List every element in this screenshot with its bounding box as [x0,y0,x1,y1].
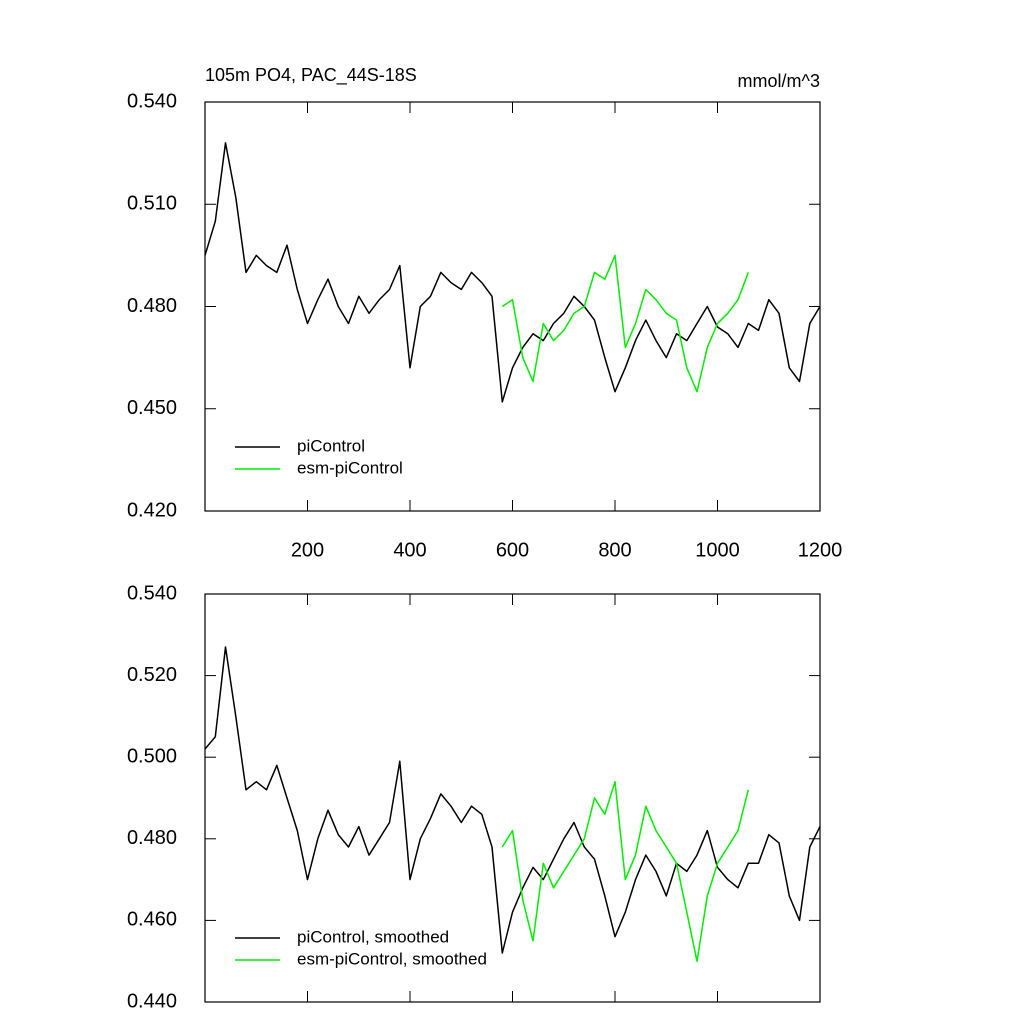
x-tick-label: 1000 [695,539,740,561]
y-tick-label: 0.420 [127,499,177,521]
y-tick-label: 0.510 [127,193,177,215]
y-tick-label: 0.450 [127,397,177,419]
legend-label: esm-piControl, smoothed [297,949,487,968]
units-label: mmol/m^3 [738,71,820,91]
y-tick-label: 0.540 [127,90,177,112]
legend-label: piControl [297,436,365,455]
x-tick-label: 200 [291,539,324,561]
y-tick-label: 0.480 [127,295,177,317]
x-tick-label: 800 [598,539,631,561]
data-line [204,142,821,403]
data-line [204,646,821,954]
chart-title: 105m PO4, PAC_44S-18S [205,65,417,86]
data-line [501,780,750,962]
x-tick-label: 600 [496,539,529,561]
x-tick-label: 1200 [798,539,843,561]
legend-label: esm-piControl [297,458,403,477]
y-tick-label: 0.520 [127,664,177,686]
legend-label: piControl, smoothed [297,927,449,946]
x-tick-label: 400 [393,539,426,561]
y-tick-label: 0.440 [127,990,177,1012]
y-tick-label: 0.480 [127,827,177,849]
y-tick-label: 0.540 [127,582,177,604]
y-tick-label: 0.460 [127,909,177,931]
y-tick-label: 0.500 [127,745,177,767]
data-line [501,254,750,393]
